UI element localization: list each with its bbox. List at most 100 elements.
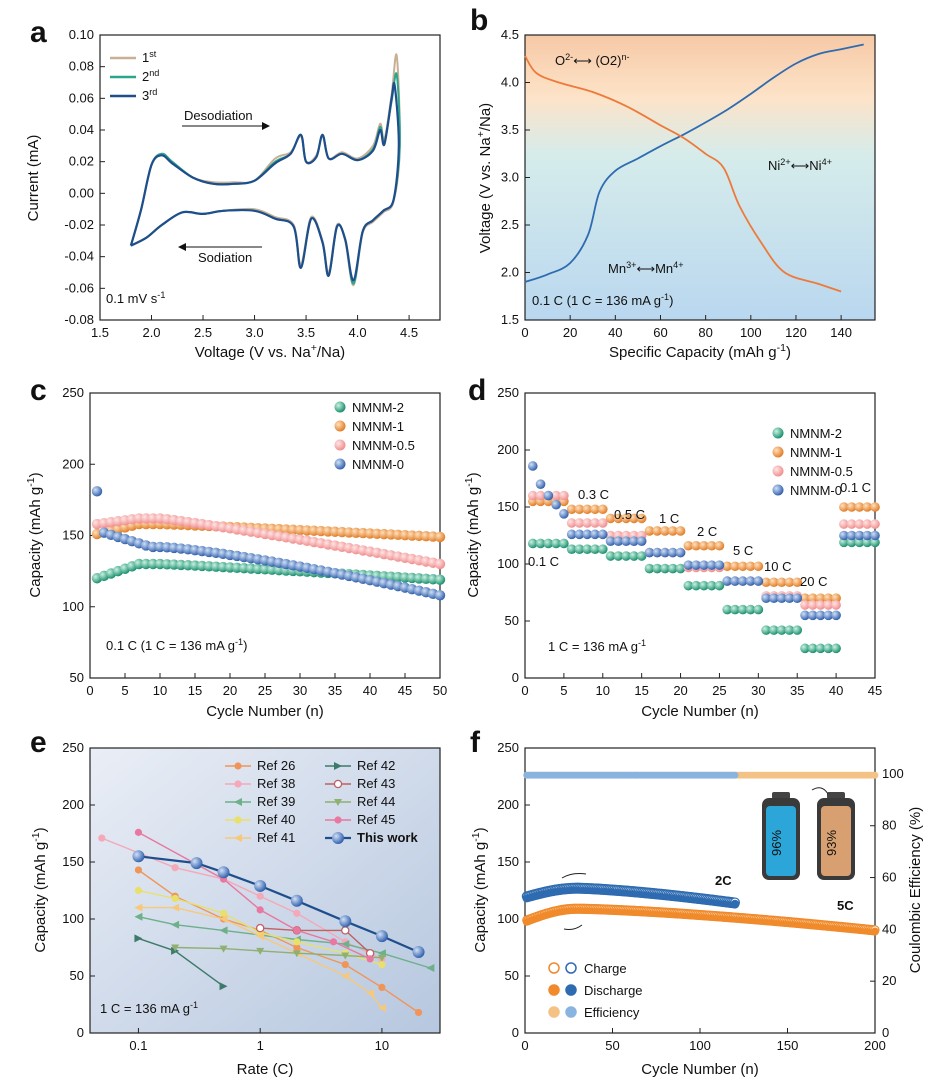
legend-marker-efficiency (548, 1006, 560, 1018)
data-point-NMNM-0 (644, 547, 655, 558)
x-tick-label: 10 (153, 683, 167, 698)
data-point-NMNM-0 (807, 610, 818, 621)
data-point (219, 915, 228, 923)
data-point-NMNM-2 (621, 551, 631, 561)
y-tick-label: 100 (62, 911, 84, 926)
data-point-NMNM-0 (699, 560, 709, 570)
data-point-NMNM-2 (823, 643, 834, 654)
y-tick-label: 100 (497, 911, 519, 926)
y-tick-label: 2.5 (501, 217, 519, 232)
data-point-this-work (375, 930, 388, 943)
x-tick-label: 10 (596, 683, 610, 698)
x-tick-label: 80 (698, 325, 712, 340)
data-point-NMNM-1 (870, 502, 880, 512)
x-tick-label: 120 (785, 325, 807, 340)
data-point-NMNM-1 (753, 561, 764, 572)
rate-line-Ref-26 (137, 869, 419, 1014)
data-point-NMNM-2 (807, 643, 818, 654)
data-point-NMNM-2 (870, 537, 880, 548)
y-tick-label: 50 (505, 613, 519, 628)
data-point-NMNM-0 (527, 461, 538, 471)
x-tick-label: 50 (433, 683, 447, 698)
data-point (366, 989, 375, 998)
axes-frame (99, 34, 441, 321)
data-point-NMNM-1 (636, 513, 647, 524)
data-point-NMNM-0.5 (597, 518, 608, 528)
data-point-NMNM-1 (862, 502, 873, 512)
battery-2C-label: 96% (769, 830, 784, 856)
data-point-NMNM-0 (706, 560, 717, 570)
legend-marker-charge (548, 962, 560, 974)
data-point-NMNM-0.5 (582, 518, 593, 528)
y-tick-label: 50 (505, 968, 519, 983)
x-axis-title-c: Cycle Number (n) (206, 703, 324, 720)
panel-label-c: c (30, 374, 47, 407)
data-point (134, 912, 143, 921)
data-point-NMNM-0 (590, 529, 600, 540)
y-tick-label: 250 (62, 740, 84, 755)
data-point-NMNM-0 (823, 610, 834, 621)
data-point-NMNM-0 (667, 547, 678, 558)
legend-label-charge: Charge (584, 961, 627, 976)
data-point-NMNM-0 (91, 486, 103, 497)
panel-d: d 0 5 10 15 20 25 30 35 40 45 0 50 100 150 200 250 NMNM-2… (463, 374, 882, 720)
data-point-NMNM-0 (730, 576, 740, 586)
x-tick-label: 3.0 (246, 325, 264, 340)
y-tick-label: 200 (497, 797, 519, 812)
data-point (234, 816, 242, 824)
y-tick-label: 100 (62, 599, 84, 614)
y-tick-label: -0.08 (64, 312, 94, 327)
data-point-NMNM-0 (776, 593, 787, 603)
data-point-NMNM-1 (792, 577, 803, 588)
data-point (334, 799, 342, 806)
data-point-NMNM-1 (769, 577, 779, 588)
x-tick-label: 0 (86, 683, 93, 698)
data-point-NMNM-1 (800, 593, 810, 603)
x-tick-label: 15 (188, 683, 202, 698)
x-tick-label: 25 (712, 683, 726, 698)
legend-marker-NMNM-2 (334, 401, 346, 413)
data-point-this-work (217, 866, 230, 879)
data-point-this-work (290, 894, 303, 907)
data-point-NMNM-0.5 (870, 519, 880, 529)
data-point (293, 938, 301, 946)
data-point-NMNM-2 (543, 538, 554, 549)
data-point-NMNM-2 (706, 580, 717, 591)
data-point-NMNM-2 (559, 538, 569, 549)
data-point-NMNM-0.5 (551, 490, 561, 501)
data-point-this-work (332, 832, 344, 844)
data-point (341, 940, 350, 949)
data-point-this-work (132, 850, 145, 863)
data-point (234, 762, 242, 770)
axis-arrow-left (561, 873, 587, 879)
data-point-NMNM-2 (722, 604, 733, 615)
legend-marker-discharge (565, 984, 577, 996)
panel-label-a: a (30, 16, 47, 49)
y2-tick-label: 20 (882, 973, 896, 988)
x-tick-label: 0.1 (129, 1038, 147, 1053)
data-point (293, 943, 301, 952)
data-point-NMNM-0 (714, 560, 725, 570)
data-point-NMNM-2 (769, 625, 779, 635)
data-point-NMNM-0 (722, 576, 733, 586)
data-point-NMNM-0.5 (434, 558, 446, 570)
data-point (341, 972, 350, 980)
arrow-head-sodiation (178, 243, 186, 251)
data-point-NMNM-2 (815, 643, 826, 654)
y-tick-label: 50 (70, 968, 84, 983)
rate-line-Ref-43 (260, 927, 371, 954)
data-point-NMNM-2 (629, 551, 639, 561)
x-tick-label: 2.5 (194, 325, 212, 340)
y-axis-title-b: Voltage (V vs. Na+/Na) (475, 103, 494, 253)
annotation-scan-rate: 0.1 mV s-1 (106, 290, 165, 306)
data-point-NMNM-2 (605, 551, 616, 561)
annotation-desodiation: Desodiation (184, 108, 253, 123)
label-5C: 5C (837, 898, 854, 913)
x-tick-label: 40 (829, 683, 843, 698)
x-tick-label: 200 (864, 1038, 886, 1053)
data-point-this-work (254, 879, 267, 892)
x-tick-label: 5 (560, 683, 567, 698)
legend-marker-NMNM-0.5 (334, 439, 346, 451)
panel-label-d: d (468, 374, 486, 407)
